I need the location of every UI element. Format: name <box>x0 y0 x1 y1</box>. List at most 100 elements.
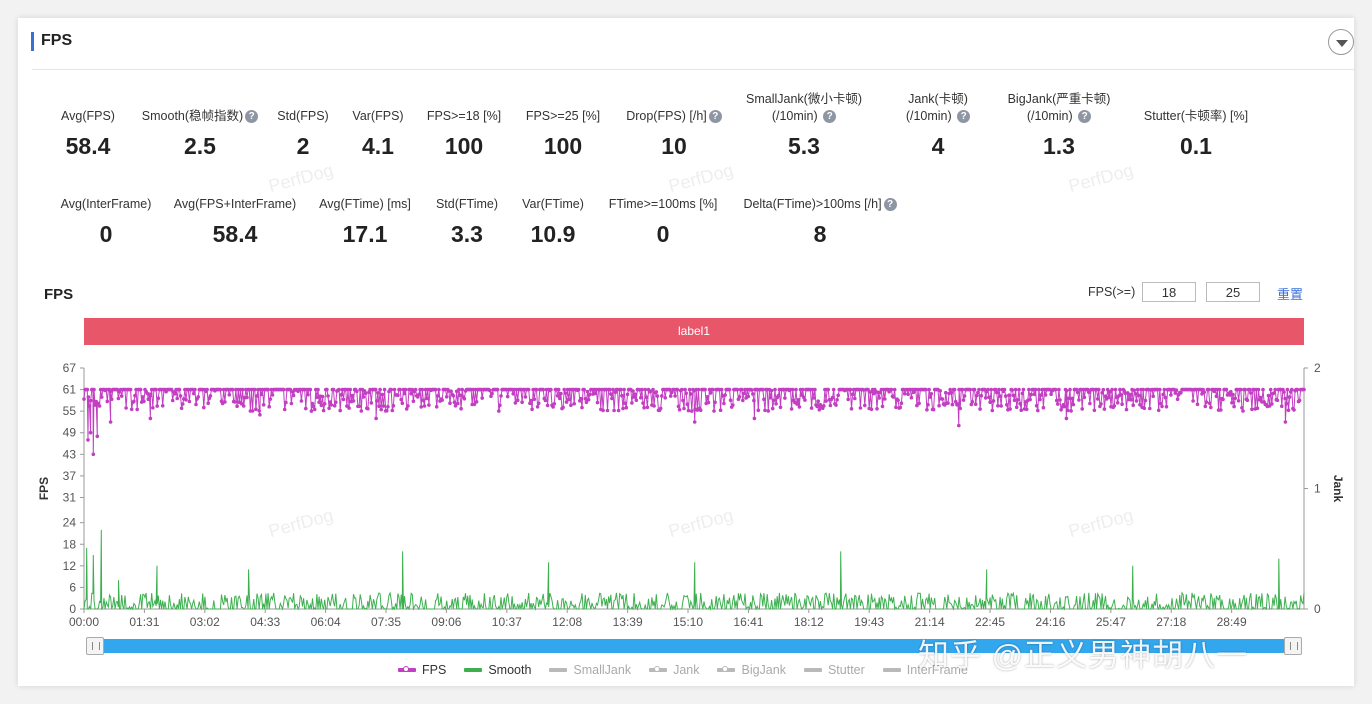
fps-point <box>341 397 346 402</box>
fps-point <box>1283 420 1288 424</box>
smooth-series-line <box>83 529 1305 611</box>
fps-point <box>373 387 378 392</box>
fps-point <box>532 397 537 401</box>
legend-swatch-icon <box>717 666 736 672</box>
fps-point <box>998 394 1002 398</box>
help-question-icon[interactable]: ? <box>823 110 837 124</box>
fps-point <box>1100 391 1104 395</box>
legend-item[interactable]: Jank <box>649 662 699 678</box>
fps-point <box>1169 393 1173 397</box>
fps-point <box>291 393 296 398</box>
fps-point <box>347 406 351 410</box>
panel-header: FPS <box>18 18 1354 70</box>
help-question-icon[interactable]: ? <box>957 110 971 124</box>
fps-point <box>868 390 873 394</box>
fps-point <box>642 405 646 410</box>
metric-value: 100 <box>543 133 583 159</box>
fps-point <box>427 403 431 407</box>
metric-label: FPS>=18 [%] <box>426 109 502 123</box>
time-range-slider[interactable] <box>86 639 1302 653</box>
fps-point <box>1283 396 1287 401</box>
legend-item[interactable]: BigJank <box>717 662 786 678</box>
fps-point <box>255 394 259 398</box>
fps-point <box>495 387 500 392</box>
fps-point <box>684 391 688 396</box>
fps-point <box>817 407 822 412</box>
fps-point <box>686 408 691 413</box>
metric-value: 17.1 <box>342 221 388 247</box>
fps-point <box>1207 401 1212 406</box>
slider-handle-left[interactable] <box>86 637 104 655</box>
metrics_row2-metric: FTime>=100ms [%] 0 <box>583 196 743 248</box>
fps-point <box>667 387 672 392</box>
legend-item[interactable]: Smooth <box>464 662 531 678</box>
chart-legend: FPS Smooth SmallJank Jank BigJank Stutter Inte… <box>398 662 968 678</box>
fps-point <box>1110 387 1114 392</box>
collapse-chevron-icon[interactable] <box>1328 29 1354 55</box>
legend-item[interactable]: Stutter <box>803 662 865 678</box>
fps-point <box>863 403 867 408</box>
fps-point <box>783 396 787 400</box>
fps-point <box>1101 387 1106 392</box>
fps-point <box>132 399 136 404</box>
fps-point <box>735 387 740 392</box>
fps-point <box>1302 387 1306 392</box>
title-accent-bar <box>31 32 34 51</box>
fps-point <box>453 404 458 408</box>
fps-point <box>1134 399 1139 403</box>
fps-point <box>711 387 715 392</box>
fps-point <box>1064 389 1069 393</box>
fps-point <box>639 395 643 400</box>
fps-point <box>746 394 751 399</box>
reset-link[interactable]: 重置 <box>1277 287 1304 302</box>
help-question-icon[interactable]: ? <box>708 110 722 124</box>
fps-point <box>141 395 145 399</box>
fps-point <box>218 387 223 392</box>
help-question-icon[interactable]: ? <box>245 110 259 124</box>
metrics_row1-metric: Avg(FPS) 58.4 <box>8 108 168 160</box>
fps-point <box>917 401 921 406</box>
fps-point <box>523 395 528 399</box>
metric-label: Avg(FTime) [ms] <box>319 197 411 211</box>
fps-point <box>929 392 934 396</box>
legend-swatch-icon <box>803 668 822 672</box>
fps-point <box>1206 387 1211 392</box>
fps-threshold-input-2[interactable] <box>1206 282 1260 302</box>
fps-threshold-input-1[interactable] <box>1142 282 1196 302</box>
fps-point <box>289 401 294 406</box>
slider-handle-right[interactable] <box>1284 637 1302 655</box>
help-question-icon[interactable]: ? <box>1078 110 1092 124</box>
fps-point <box>1057 387 1061 392</box>
fps-point <box>582 387 586 392</box>
fps-point <box>651 387 655 392</box>
fps-point <box>196 395 200 399</box>
fps-point <box>835 398 839 402</box>
x-tick-label: 06:04 <box>311 615 341 629</box>
fps-point <box>202 405 206 410</box>
fps-point <box>528 401 532 406</box>
fps-point <box>329 403 334 407</box>
legend-label: InterFrame <box>906 663 968 677</box>
legend-item[interactable]: SmallJank <box>549 662 631 678</box>
fps-point <box>359 409 364 413</box>
fps-point <box>1013 387 1018 392</box>
fps-point <box>511 392 515 396</box>
legend-label: Stutter <box>827 663 865 677</box>
fps-point <box>1221 397 1225 402</box>
metrics_row1-metric: Drop(FPS) [/h]? 10 <box>594 108 754 160</box>
fps-point <box>623 401 627 405</box>
fps-point <box>1232 404 1236 409</box>
legend-item[interactable]: InterFrame <box>882 662 968 678</box>
metric-label: Var(FTime) <box>522 197 584 211</box>
fps-point <box>763 408 767 413</box>
legend-item[interactable]: FPS <box>398 662 446 678</box>
legend-swatch-icon <box>464 668 483 672</box>
fps-point <box>437 387 441 392</box>
label-bar[interactable]: label1 <box>84 318 1304 345</box>
help-question-icon[interactable]: ? <box>883 198 897 212</box>
fps-point <box>585 389 590 394</box>
fps-point <box>374 416 378 421</box>
fps-point <box>896 398 900 403</box>
fps-point <box>660 394 664 398</box>
